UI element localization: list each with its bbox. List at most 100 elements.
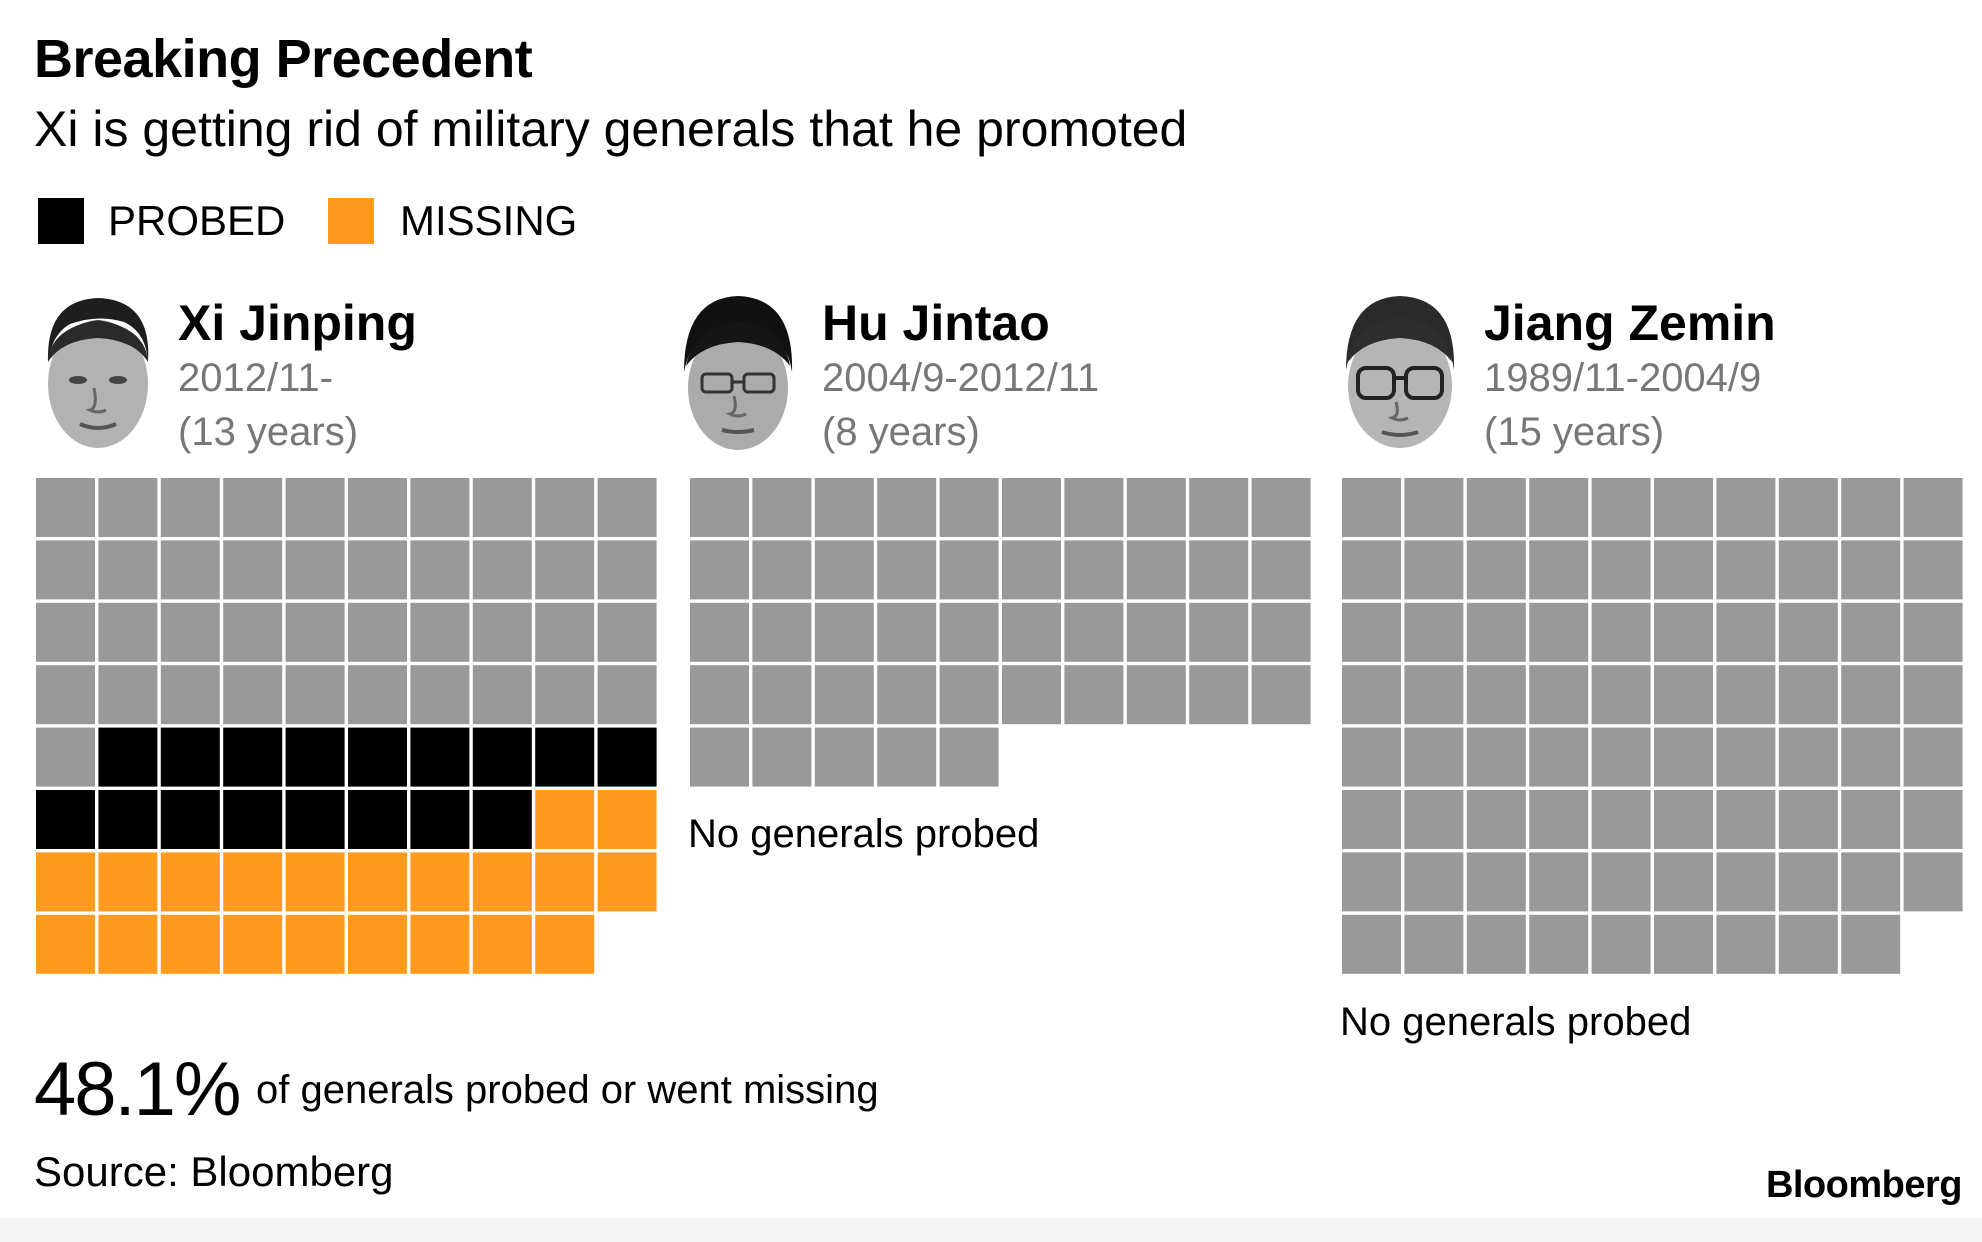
waffle-square-missing bbox=[535, 852, 595, 912]
waffle-square-other bbox=[814, 602, 874, 662]
waffle-square-other bbox=[1466, 602, 1526, 662]
waffle-square-other bbox=[1529, 914, 1589, 974]
note-jiang-no-probes: No generals probed bbox=[1340, 1000, 1692, 1044]
waffle-square-missing bbox=[285, 852, 345, 912]
waffle-square-missing bbox=[98, 914, 158, 974]
waffle-square-missing bbox=[223, 914, 283, 974]
waffle-square-probed bbox=[285, 790, 345, 849]
waffle-square-other bbox=[1064, 478, 1124, 537]
waffle-square-other bbox=[1002, 540, 1061, 600]
waffle-square-probed bbox=[223, 790, 283, 849]
waffle-square-other bbox=[1251, 478, 1311, 537]
waffle-square-other bbox=[1654, 852, 1713, 912]
waffle-square-other bbox=[752, 665, 812, 725]
waffle-square-other bbox=[1529, 727, 1589, 787]
waffle-hu bbox=[690, 478, 1311, 787]
waffle-square-other bbox=[285, 540, 345, 600]
waffle-square-other bbox=[1778, 790, 1838, 849]
waffle-square-other bbox=[535, 540, 595, 600]
waffle-square-other bbox=[1778, 852, 1838, 912]
waffle-square-other bbox=[1841, 540, 1901, 600]
waffle-square-other bbox=[1404, 602, 1464, 662]
waffle-square-other bbox=[1841, 790, 1901, 849]
waffle-square-other bbox=[939, 665, 999, 725]
waffle-square-other bbox=[814, 478, 874, 537]
leader-term: 2012/11- bbox=[178, 356, 333, 400]
waffle-square-other bbox=[752, 478, 812, 537]
waffle-square-probed bbox=[160, 727, 220, 787]
waffle-square-other bbox=[1342, 852, 1401, 912]
waffle-square-other bbox=[223, 665, 283, 725]
waffle-square-other bbox=[1903, 602, 1963, 662]
waffle-square-other bbox=[1654, 602, 1713, 662]
waffle-square-other bbox=[36, 727, 95, 787]
waffle-square-other bbox=[597, 602, 657, 662]
waffle-square-other bbox=[1716, 790, 1776, 849]
waffle-square-other bbox=[597, 478, 657, 537]
portrait-xi-jinping bbox=[47, 298, 149, 448]
waffle-square-other bbox=[410, 540, 470, 600]
waffle-square-other bbox=[1591, 727, 1651, 787]
waffle-square-other bbox=[472, 478, 532, 537]
chart-title: Breaking Precedent bbox=[34, 29, 533, 89]
waffle-square-other bbox=[939, 478, 999, 537]
waffle-square-other bbox=[535, 665, 595, 725]
waffle-square-other bbox=[1342, 727, 1401, 787]
leader-years: (8 years) bbox=[822, 410, 980, 454]
waffle-square-other bbox=[1778, 540, 1838, 600]
waffle-square-other bbox=[877, 665, 937, 725]
leader-years: (15 years) bbox=[1484, 410, 1665, 454]
waffle-square-other bbox=[1903, 852, 1963, 912]
waffle-square-probed bbox=[348, 790, 407, 849]
waffle-square-other bbox=[1189, 478, 1249, 537]
waffle-square-other bbox=[1903, 727, 1963, 787]
waffle-square-other bbox=[1064, 665, 1124, 725]
waffle-square-other bbox=[1841, 478, 1901, 537]
waffle-square-missing bbox=[535, 914, 595, 974]
waffle-square-missing bbox=[160, 852, 220, 912]
waffle-square-other bbox=[1404, 665, 1464, 725]
waffle-square-other bbox=[472, 665, 532, 725]
waffle-square-other bbox=[1716, 852, 1776, 912]
waffle-square-other bbox=[1716, 914, 1776, 974]
waffle-square-missing bbox=[597, 852, 657, 912]
waffle-square-other bbox=[1529, 478, 1589, 537]
waffle-square-missing bbox=[98, 852, 158, 912]
waffle-square-probed bbox=[472, 727, 532, 787]
waffle-square-other bbox=[1342, 602, 1401, 662]
waffle-square-other bbox=[1591, 478, 1651, 537]
waffle-square-other bbox=[285, 478, 345, 537]
leader-term: 1989/11-2004/9 bbox=[1484, 356, 1762, 400]
waffle-square-other bbox=[1716, 727, 1776, 787]
waffle-square-other bbox=[690, 602, 749, 662]
waffle-square-other bbox=[1654, 478, 1713, 537]
waffle-square-other bbox=[1591, 852, 1651, 912]
waffle-square-other bbox=[285, 665, 345, 725]
waffle-square-other bbox=[597, 540, 657, 600]
waffle-square-other bbox=[1841, 665, 1901, 725]
waffle-square-other bbox=[1404, 852, 1464, 912]
waffle-square-other bbox=[1654, 665, 1713, 725]
waffle-square-probed bbox=[348, 727, 407, 787]
note-hu-no-probes: No generals probed bbox=[688, 812, 1040, 856]
waffle-square-other bbox=[223, 478, 283, 537]
leader-name: Jiang Zemin bbox=[1484, 295, 1776, 351]
waffle-square-other bbox=[877, 727, 937, 787]
waffle-square-other bbox=[98, 665, 158, 725]
waffle-square-other bbox=[410, 665, 470, 725]
waffle-square-other bbox=[1841, 727, 1901, 787]
waffle-square-other bbox=[1466, 540, 1526, 600]
waffle-square-probed bbox=[98, 727, 158, 787]
waffle-square-missing bbox=[285, 914, 345, 974]
waffle-square-other bbox=[1778, 602, 1838, 662]
waffle-square-other bbox=[1064, 540, 1124, 600]
waffle-square-other bbox=[160, 602, 220, 662]
waffle-square-other bbox=[1251, 540, 1311, 600]
waffle-xi bbox=[36, 478, 657, 974]
waffle-square-probed bbox=[36, 790, 95, 849]
waffle-square-other bbox=[1654, 727, 1713, 787]
waffle-square-other bbox=[690, 727, 749, 787]
waffle-square-other bbox=[1002, 665, 1061, 725]
waffle-square-probed bbox=[472, 790, 532, 849]
